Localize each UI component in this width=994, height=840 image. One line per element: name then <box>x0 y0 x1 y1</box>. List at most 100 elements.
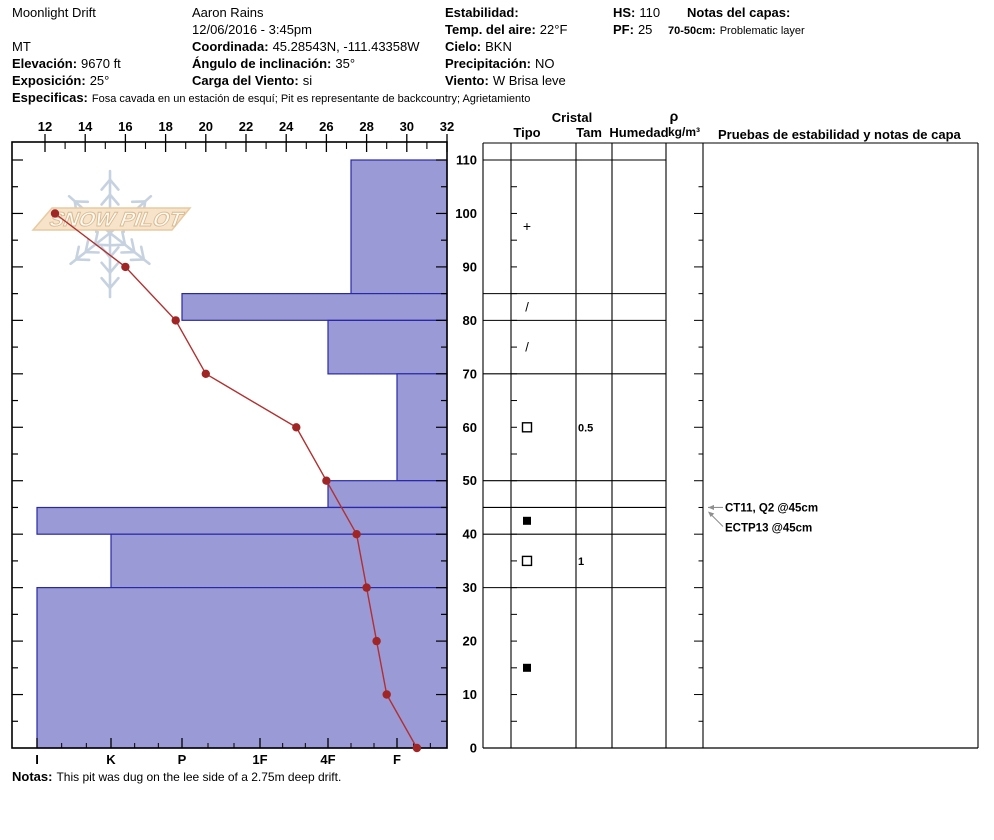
crystal-square-open-icon <box>521 422 533 433</box>
temp-axis-label: 30 <box>400 119 414 134</box>
wind-loading-label: Carga del Viento: <box>192 73 299 88</box>
pit-name: Moonlight Drift <box>12 5 96 20</box>
slope-angle-value: 35° <box>335 56 356 71</box>
pf-value: 25 <box>637 22 653 37</box>
pf-label: PF: <box>613 22 634 37</box>
wind-value: W Brisa leve <box>492 73 566 88</box>
hardness-label: 4F <box>320 752 335 767</box>
crystal-slash-icon: / <box>525 340 529 355</box>
sky-value: BKN <box>485 39 512 54</box>
layer-note-text: Problematic layer <box>719 25 805 37</box>
temp-axis-label: 28 <box>359 119 373 134</box>
depth-label: 60 <box>463 420 477 435</box>
snowflake-icon <box>100 193 112 206</box>
snowflake-icon <box>100 261 112 275</box>
depth-label: 30 <box>463 580 477 595</box>
layer-bar-80-70 <box>327 319 448 375</box>
hardness-label: I <box>35 752 39 767</box>
sky-line: Cielo: BKN <box>445 39 512 54</box>
snowflake-icon <box>139 245 146 261</box>
logo-text: SNOW PILOT <box>46 209 187 231</box>
snowflake-icon <box>100 178 112 191</box>
temp-point-70 <box>201 369 210 378</box>
precip-value: NO <box>534 56 555 71</box>
temp-point-90 <box>121 262 130 272</box>
temp-axis-label: 12 <box>38 119 52 134</box>
aspect-line: Exposición: 25° <box>12 73 109 88</box>
notes-value: This pit was dug on the lee side of a 2.… <box>56 770 342 784</box>
hs-label: HS: <box>613 5 636 20</box>
temp-axis-label: 22 <box>239 119 253 134</box>
stability-line: Estabilidad: <box>445 5 523 20</box>
grain-size-value: 0.5 <box>578 422 593 434</box>
depth-label: 110 <box>456 153 477 168</box>
crystal-square-open-icon <box>521 555 533 567</box>
elevation-label: Elevación: <box>12 56 78 71</box>
temp-axis-label: 24 <box>279 119 294 134</box>
layer-bar-30-0 <box>36 586 448 749</box>
stability-label: Estabilidad: <box>445 5 519 20</box>
pit-datetime: 12/06/2016 - 3:45pm <box>192 22 312 37</box>
hardness-label: P <box>178 752 187 767</box>
air-temp-line: Temp. del aire: 22°F <box>445 22 567 37</box>
snowflake-icon <box>130 238 136 254</box>
aspect-label: Exposición: <box>12 73 86 88</box>
sky-label: Cielo: <box>445 39 482 54</box>
col-header-size: Tam <box>576 125 602 140</box>
snowflake-icon <box>100 276 112 290</box>
col-header-density-units: kg/m³ <box>668 125 700 139</box>
layer-bar-45-40 <box>36 506 448 535</box>
elevation-line: Elevación: 9670 ft <box>12 56 121 71</box>
pf-line: PF: 25 <box>613 22 652 37</box>
depth-label: 80 <box>463 313 477 328</box>
temp-point-40 <box>352 530 361 539</box>
snowflake-icon <box>74 245 81 261</box>
depth-label: 50 <box>463 473 477 488</box>
specifics-line: Especificas: Fosa cavada en un estación d… <box>12 90 530 107</box>
observer-name: Aaron Rains <box>192 5 264 20</box>
layer-note-line: 70-50cm: Problematic layer <box>668 24 805 39</box>
depth-label: 40 <box>463 527 477 542</box>
temp-point-50 <box>322 476 331 485</box>
snowflake-icon <box>108 193 120 206</box>
crystal-plus-icon: + <box>523 218 531 234</box>
crystal-square-filled-icon <box>523 516 531 525</box>
depth-label: 100 <box>455 206 477 221</box>
pit-state: MT <box>12 39 31 54</box>
arrowhead-icon <box>708 504 714 511</box>
hardness-label: F <box>393 752 401 767</box>
layer-notes-header: Notas del capas: <box>687 5 791 20</box>
col-header-density: ρ <box>670 108 679 124</box>
grain-size-value: 1 <box>578 556 584 568</box>
temp-axis-label: 26 <box>319 119 333 134</box>
wind-loading-value: si <box>302 73 313 88</box>
temp-axis-label: 14 <box>78 119 93 134</box>
specifics-label: Especificas: <box>12 90 88 105</box>
col-header-type: Tipo <box>513 125 540 140</box>
slope-angle-line: Ángulo de inclinación: 35° <box>192 56 355 71</box>
temp-point-80 <box>171 316 180 325</box>
wind-label: Viento: <box>445 73 489 88</box>
snowflake-icon <box>110 243 127 247</box>
col-header-crystal: Cristal <box>552 110 592 125</box>
temp-axis-label: 32 <box>440 119 454 134</box>
wind-line: Viento: W Brisa leve <box>445 73 566 88</box>
crystal-square-filled-icon <box>523 663 531 672</box>
stability-test-annotation: ECTP13 @45cm <box>725 522 812 534</box>
temp-point-100 <box>50 209 60 218</box>
depth-label: 0 <box>470 741 477 756</box>
hs-value: 110 <box>639 5 661 20</box>
wind-loading-line: Carga del Viento: si <box>192 73 312 88</box>
temp-axis-label: 18 <box>158 119 172 134</box>
depth-label: 70 <box>463 366 477 381</box>
snowflake-icon <box>108 178 120 191</box>
temp-point-60 <box>292 423 301 432</box>
layer-note-range: 70-50cm: <box>668 25 716 37</box>
notes-line: Notas: This pit was dug on the lee side o… <box>12 769 341 785</box>
snowflake-icon <box>93 230 99 246</box>
coordinate-value: 45.28543N, -111.43358W <box>272 39 420 54</box>
air-temp-label: Temp. del aire: <box>445 22 536 37</box>
precip-line: Precipitación: NO <box>445 56 554 71</box>
depth-label: 10 <box>463 687 477 702</box>
elevation-value: 9670 ft <box>81 56 121 71</box>
